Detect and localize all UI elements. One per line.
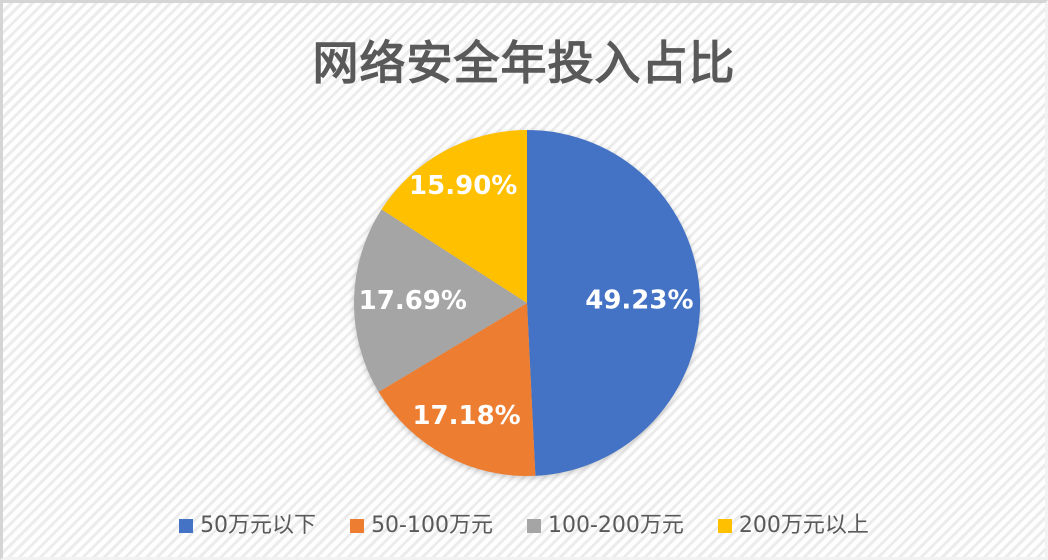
legend-item-3[interactable]: 100-200万元 xyxy=(527,515,684,537)
legend-item-1[interactable]: 50万元以下 xyxy=(179,515,316,537)
pie-slice-1[interactable] xyxy=(527,130,701,476)
legend-item-2[interactable]: 50-100万元 xyxy=(350,515,493,537)
legend-marker-icon xyxy=(179,519,194,533)
legend: 50万元以下 50-100万元 100-200万元 200万元以上 xyxy=(3,515,1045,537)
pie-slice-4[interactable] xyxy=(381,130,527,303)
pie-slice-label-1: 49.23% xyxy=(585,285,693,315)
legend-marker-icon xyxy=(717,519,732,533)
pie-slice-3[interactable] xyxy=(354,209,527,392)
pie-slice-2[interactable] xyxy=(378,303,536,477)
legend-item-label: 50万元以下 xyxy=(200,513,317,538)
pie-slice-label-3: 17.69% xyxy=(359,286,467,316)
pie-slice-label-2: 17.18% xyxy=(412,401,520,431)
pie-slice-label-4: 15.90% xyxy=(409,171,517,201)
chart-title: 网络安全年投入占比 xyxy=(312,36,736,90)
legend-marker-icon xyxy=(527,519,541,533)
legend-item-label: 50-100万元 xyxy=(371,513,493,538)
legend-marker-icon xyxy=(350,519,365,533)
legend-item-4[interactable]: 200万元以上 xyxy=(717,513,869,538)
legend-item-label: 100-200万元 xyxy=(548,513,684,538)
pie-chart: 49.23% 17.18% 17.69% 15.90% xyxy=(354,130,701,477)
legend-item-label: 200万元以上 xyxy=(738,513,869,538)
